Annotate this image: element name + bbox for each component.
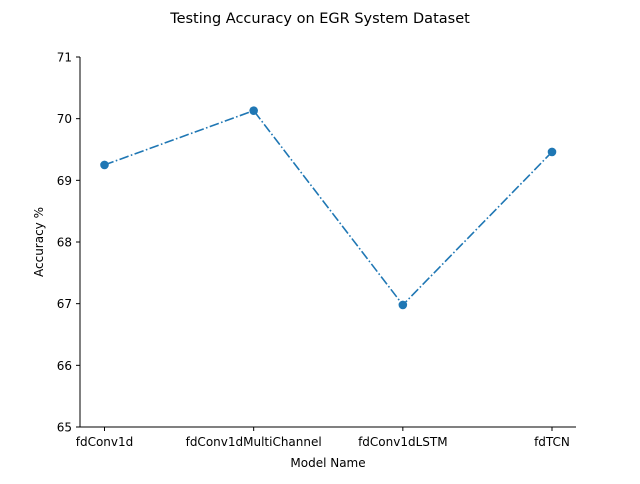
y-axis-title: Accuracy % [32,207,46,277]
series-group [100,106,557,310]
x-tick-label: fdTCN [534,435,570,449]
x-ticks: fdConv1d fdConv1dMultiChannel fdConv1dLSTM… [76,427,570,449]
y-tick-label: 66 [57,359,72,373]
x-tick-label: fdConv1dMultiChannel [186,435,322,449]
y-tick-label: 71 [57,51,72,65]
y-tick-label: 65 [57,421,72,435]
y-tick-label: 70 [57,112,72,126]
series-line [104,109,553,307]
x-tick-label: fdConv1dLSTM [358,435,448,449]
x-tick-label: fdConv1d [76,435,134,449]
data-point-marker [547,147,557,157]
y-ticks: 65 66 67 68 69 70 71 [57,51,80,435]
x-axis-title: Model Name [290,456,365,470]
y-tick-label: 67 [57,297,72,311]
chart-title: Testing Accuracy on EGR System Dataset [169,11,470,27]
y-tick-label: 69 [57,174,72,188]
data-point-marker [398,300,408,310]
data-point-marker [100,160,109,170]
data-point-marker [249,106,258,115]
y-tick-label: 68 [57,236,72,250]
